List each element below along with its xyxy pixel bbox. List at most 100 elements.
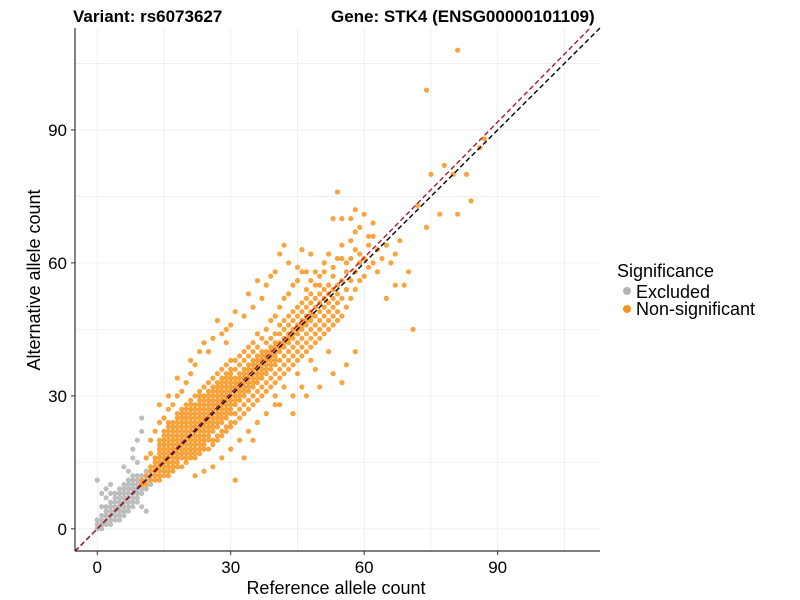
data-point: [219, 375, 225, 381]
data-point: [259, 384, 265, 390]
data-point: [161, 433, 167, 439]
data-point: [357, 278, 363, 284]
data-point: [205, 437, 212, 443]
data-point: [299, 300, 305, 306]
x-axis-title: Reference allele count: [246, 578, 425, 598]
data-point: [290, 353, 296, 359]
data-point: [130, 477, 136, 483]
data-point: [188, 406, 194, 412]
data-point: [250, 304, 256, 310]
data-point: [161, 437, 167, 443]
data-point: [161, 468, 167, 474]
data-point: [192, 473, 198, 479]
data-point: [312, 340, 318, 346]
data-point: [294, 331, 301, 337]
data-point: [339, 255, 345, 262]
data-point: [148, 437, 154, 443]
data-point: [228, 371, 234, 377]
grid: [75, 28, 600, 551]
data-point: [170, 424, 176, 430]
legend-title: Significance: [617, 261, 714, 281]
data-point: [259, 335, 265, 341]
x-tick-label: 0: [93, 558, 102, 577]
data-point: [343, 260, 349, 266]
data-point: [197, 428, 203, 434]
data-point: [228, 411, 234, 417]
data-point: [254, 371, 260, 377]
data-point: [223, 362, 229, 368]
data-point: [361, 273, 367, 279]
series-non-significant: [139, 47, 487, 488]
data-point: [174, 428, 180, 434]
data-point: [116, 517, 123, 523]
data-point: [174, 459, 180, 465]
data-point: [179, 388, 185, 394]
data-point: [241, 357, 247, 363]
data-point: [237, 406, 243, 412]
data-point: [165, 450, 171, 457]
data-point: [99, 504, 105, 510]
data-point: [103, 512, 109, 519]
y-axis-title: Alternative allele count: [24, 189, 44, 370]
data-point: [312, 282, 318, 288]
data-point: [130, 455, 136, 461]
data-point: [294, 357, 301, 363]
data-point: [232, 309, 238, 315]
data-point: [205, 446, 212, 452]
data-point: [223, 371, 229, 377]
data-point: [121, 508, 127, 514]
data-point: [223, 388, 229, 394]
data-point: [219, 428, 225, 434]
data-point: [237, 388, 243, 394]
data-point: [183, 411, 189, 417]
data-point: [112, 495, 118, 501]
data-point: [156, 455, 163, 461]
data-point: [214, 419, 220, 426]
data-point: [219, 384, 225, 390]
data-point: [192, 442, 198, 448]
data-point: [156, 446, 163, 452]
data-point: [179, 446, 185, 452]
data-point: [254, 419, 260, 426]
data-point: [143, 486, 149, 492]
data-point: [165, 459, 171, 465]
data-point: [103, 495, 109, 501]
data-point: [370, 220, 376, 226]
data-point: [317, 384, 323, 390]
data-point: [228, 322, 234, 328]
data-point: [455, 47, 461, 53]
data-point: [152, 477, 158, 483]
data-point: [192, 433, 198, 439]
axes: 0 30 60 90 0 30 60 90: [48, 28, 600, 577]
data-point: [330, 295, 336, 301]
data-point: [232, 411, 238, 417]
data-point: [156, 442, 163, 448]
data-point: [192, 402, 198, 408]
data-point: [250, 380, 256, 386]
data-point: [201, 437, 207, 443]
data-point: [468, 198, 474, 204]
data-point: [299, 344, 305, 350]
data-point: [94, 477, 100, 483]
data-point: [343, 286, 349, 293]
data-point: [210, 428, 216, 434]
data-point: [219, 393, 225, 399]
data-point: [423, 87, 430, 93]
data-point: [121, 490, 127, 496]
data-point: [286, 322, 292, 328]
data-point: [272, 362, 278, 368]
data-point: [281, 326, 287, 332]
data-point: [161, 415, 167, 421]
data-point: [268, 362, 274, 368]
data-point: [299, 326, 305, 332]
data-point: [201, 411, 207, 417]
data-point: [205, 424, 212, 430]
data-point: [245, 366, 252, 372]
data-point: [277, 402, 283, 408]
data-point: [357, 251, 363, 257]
data-point: [232, 380, 238, 386]
data-point: [165, 468, 171, 474]
data-point: [326, 251, 332, 257]
data-point: [321, 260, 327, 266]
data-point: [294, 349, 301, 355]
